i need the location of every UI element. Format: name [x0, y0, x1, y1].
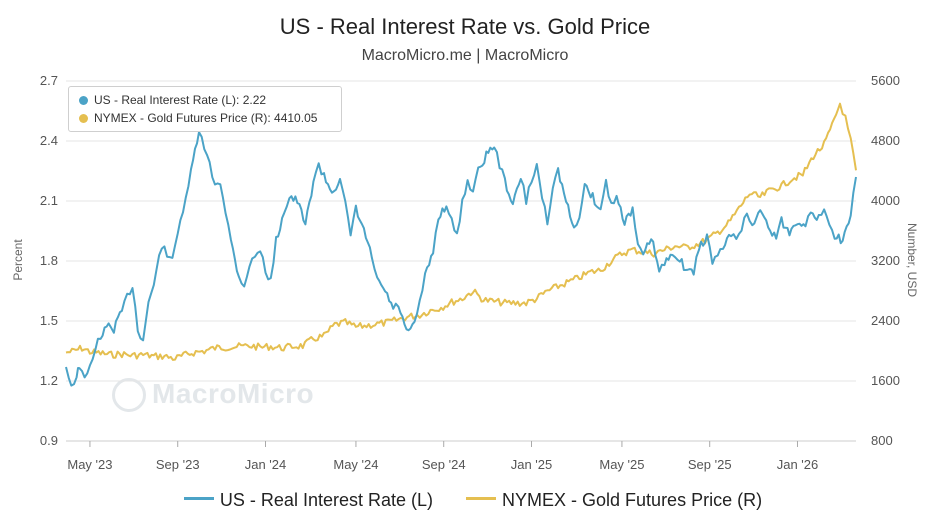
- gold-price-line[interactable]: [65, 102, 857, 361]
- tooltip-gold-label: NYMEX - Gold Futures Price (R): 4410.05: [94, 111, 318, 125]
- y-left-tick-label: 0.9: [40, 433, 58, 448]
- y-right-tick-label: 2400: [871, 313, 900, 328]
- x-tick-label: Sep '23: [156, 457, 200, 472]
- y-right-tick-label: 3200: [871, 253, 900, 268]
- chart-subtitle: MacroMicro.me | MacroMicro: [361, 47, 569, 64]
- y-right-tick-label: 4000: [871, 193, 900, 208]
- watermark: MacroMicro: [112, 378, 314, 412]
- gold-dot-icon: [79, 114, 88, 123]
- y-axis-left-title: Percent: [11, 239, 25, 281]
- legend-item-rate[interactable]: US - Real Interest Rate (L): [183, 490, 433, 511]
- real-rate-line[interactable]: [65, 131, 857, 387]
- y-left-tick-label: 1.5: [40, 313, 58, 328]
- axes: 2.7 5600 2.4 4800 2.1 4000 1.8 3200 1.5 2400 1.2 16…: [40, 73, 900, 472]
- y-right-tick-label: 1600: [871, 373, 900, 388]
- tooltip-rate-row: US - Real Interest Rate (L): 2.22: [79, 93, 266, 107]
- y-left-tick-label: 2.4: [40, 133, 58, 148]
- x-tick-label: Jan '26: [777, 457, 819, 472]
- y-right-tick-label: 5600: [871, 73, 900, 88]
- tooltip-box: US - Real Interest Rate (L): 2.22 NYMEX …: [68, 86, 342, 132]
- rate-dot-icon: [79, 96, 88, 105]
- chart-legend: US - Real Interest Rate (L) NYMEX - Gold…: [0, 490, 946, 511]
- legend-item-gold[interactable]: NYMEX - Gold Futures Price (R): [466, 490, 762, 511]
- watermark-text: MacroMicro: [152, 378, 315, 409]
- y-left-tick-label: 1.8: [40, 253, 58, 268]
- x-tick-label: May '23: [67, 457, 112, 472]
- x-tick-label: Jan '25: [511, 457, 553, 472]
- chart-title: US - Real Interest Rate vs. Gold Price: [279, 14, 651, 39]
- x-tick-label: May '24: [333, 457, 378, 472]
- y-left-tick-label: 2.1: [40, 193, 58, 208]
- macromicro-logo-icon: [112, 378, 146, 412]
- y-left-tick-label: 1.2: [40, 373, 58, 388]
- y-right-tick-label: 800: [871, 433, 893, 448]
- legend-gold-label: NYMEX - Gold Futures Price (R): [502, 490, 763, 510]
- x-tick-label: May '25: [599, 457, 644, 472]
- gridlines: [66, 80, 856, 442]
- y-axis-right-title: Number, USD: [905, 223, 919, 297]
- y-left-tick-label: 2.7: [40, 73, 58, 88]
- series-lines: [65, 102, 857, 387]
- rate-line-icon: [183, 497, 214, 500]
- y-right-tick-label: 4800: [871, 133, 900, 148]
- tooltip-rate-label: US - Real Interest Rate (L): 2.22: [94, 93, 267, 107]
- x-tick-label: Sep '25: [688, 457, 732, 472]
- legend-rate-label: US - Real Interest Rate (L): [219, 490, 433, 510]
- gold-line-icon: [466, 497, 497, 500]
- tooltip-gold-row: NYMEX - Gold Futures Price (R): 4410.05: [79, 111, 317, 125]
- x-tick-label: Jan '24: [245, 457, 287, 472]
- x-tick-label: Sep '24: [422, 457, 466, 472]
